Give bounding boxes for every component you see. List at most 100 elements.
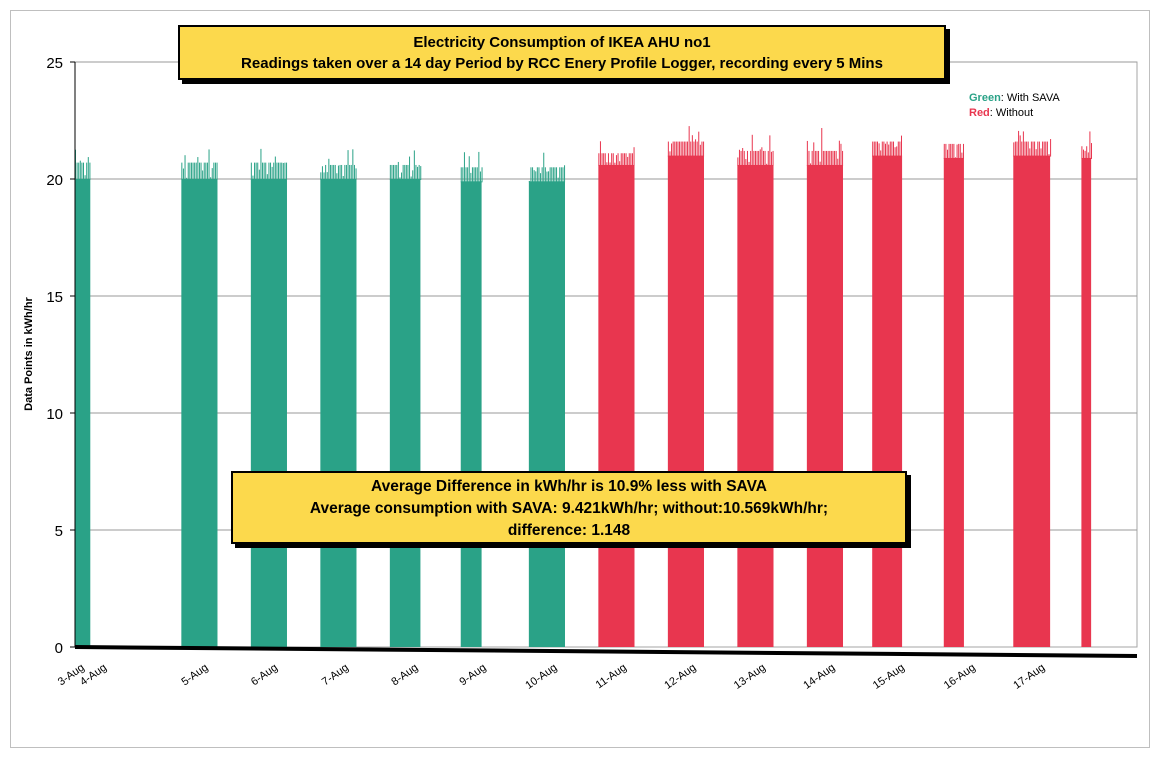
data-bar bbox=[883, 141, 885, 157]
data-bar bbox=[806, 140, 808, 166]
data-bar bbox=[873, 141, 875, 157]
data-bar bbox=[254, 162, 256, 180]
data-bar bbox=[764, 150, 766, 166]
x-tick-label-7-Aug: 7-Aug bbox=[320, 662, 351, 689]
bar-block-body bbox=[389, 179, 421, 647]
legend-entry-green: Green: With SAVA bbox=[969, 91, 1060, 106]
legend-text-green: : With SAVA bbox=[1000, 92, 1060, 104]
data-bar bbox=[822, 150, 824, 166]
data-bar bbox=[81, 162, 83, 180]
data-bar bbox=[611, 153, 613, 166]
data-bar bbox=[756, 150, 758, 166]
data-bar bbox=[540, 173, 542, 183]
data-bar bbox=[837, 158, 839, 166]
data-bar bbox=[560, 167, 562, 183]
data-bar bbox=[211, 168, 213, 180]
bar-block-body bbox=[737, 164, 774, 647]
bar-block-0-2 bbox=[250, 148, 288, 647]
data-bar bbox=[273, 162, 275, 180]
bar-block-0-0 bbox=[75, 149, 91, 647]
bar-block-0-6 bbox=[528, 152, 566, 647]
data-bar bbox=[633, 147, 635, 166]
data-bar bbox=[321, 166, 323, 180]
data-bar bbox=[951, 143, 953, 159]
data-bar bbox=[881, 141, 883, 157]
data-bar bbox=[276, 162, 278, 180]
bar-block-1-1 bbox=[667, 126, 705, 647]
data-bar bbox=[355, 168, 357, 180]
data-bar bbox=[197, 157, 199, 180]
data-bar bbox=[943, 143, 945, 159]
data-bar bbox=[759, 149, 761, 166]
data-bar bbox=[533, 170, 535, 183]
bar-block-body bbox=[598, 164, 635, 647]
data-bar bbox=[679, 141, 681, 157]
data-bar bbox=[628, 153, 630, 166]
data-bar bbox=[470, 172, 472, 183]
data-bar bbox=[268, 162, 270, 180]
data-bar bbox=[203, 162, 205, 180]
data-bar bbox=[959, 143, 961, 159]
bar-block-body bbox=[320, 179, 357, 647]
data-bar bbox=[1087, 152, 1089, 159]
data-bar bbox=[544, 167, 546, 183]
bar-block-1-5 bbox=[943, 143, 964, 647]
bar-block-body bbox=[806, 164, 844, 647]
data-bar bbox=[827, 150, 829, 166]
data-bar bbox=[189, 162, 191, 180]
data-bar bbox=[766, 163, 768, 166]
data-bar bbox=[627, 156, 629, 166]
data-bar bbox=[748, 161, 750, 166]
data-bar bbox=[813, 142, 815, 166]
data-bar bbox=[832, 150, 834, 166]
data-bar bbox=[413, 150, 415, 180]
data-bar bbox=[622, 153, 624, 166]
bar-block-body bbox=[528, 181, 565, 647]
data-bar bbox=[671, 143, 673, 157]
data-bar bbox=[677, 141, 679, 157]
bar-block-body bbox=[872, 155, 903, 647]
data-bar bbox=[894, 147, 896, 157]
data-bar bbox=[349, 164, 351, 180]
legend-text-red: : Without bbox=[989, 107, 1034, 119]
data-bar bbox=[1090, 143, 1092, 159]
data-bar bbox=[389, 164, 391, 180]
data-bar bbox=[562, 167, 564, 183]
y-tick-label-0: 0 bbox=[55, 640, 63, 657]
y-tick-label-25: 25 bbox=[46, 55, 63, 72]
data-bar bbox=[606, 162, 608, 166]
data-bar bbox=[625, 153, 627, 166]
data-bar bbox=[1030, 141, 1032, 157]
data-bar bbox=[265, 162, 267, 180]
data-bar bbox=[1042, 141, 1044, 157]
data-bar bbox=[808, 150, 810, 166]
data-bar bbox=[76, 162, 78, 180]
data-bar bbox=[617, 153, 619, 166]
data-bar bbox=[194, 162, 196, 180]
data-bar bbox=[463, 152, 465, 183]
data-bar bbox=[948, 143, 950, 159]
legend-entry-red: Red: Without bbox=[969, 106, 1060, 121]
data-bar bbox=[892, 141, 894, 157]
data-bar bbox=[958, 143, 960, 159]
data-bar bbox=[409, 156, 411, 180]
data-bar bbox=[762, 150, 764, 166]
data-bar bbox=[536, 167, 538, 183]
data-bar bbox=[738, 149, 740, 166]
data-bar bbox=[1043, 141, 1045, 157]
data-bar bbox=[530, 167, 532, 183]
data-bar bbox=[1013, 142, 1015, 157]
data-bar bbox=[703, 141, 705, 157]
data-bar bbox=[1048, 154, 1050, 157]
data-bar bbox=[190, 162, 192, 180]
x-tick-label-10-Aug: 10-Aug bbox=[523, 662, 559, 692]
data-bar bbox=[603, 153, 605, 166]
data-bar bbox=[680, 141, 682, 157]
data-bar bbox=[214, 162, 216, 180]
data-bar bbox=[468, 156, 470, 183]
data-bar bbox=[682, 141, 684, 157]
data-bar bbox=[620, 153, 622, 166]
y-tick-label-10: 10 bbox=[46, 406, 63, 423]
data-bar bbox=[834, 150, 836, 166]
data-bar bbox=[181, 162, 183, 180]
